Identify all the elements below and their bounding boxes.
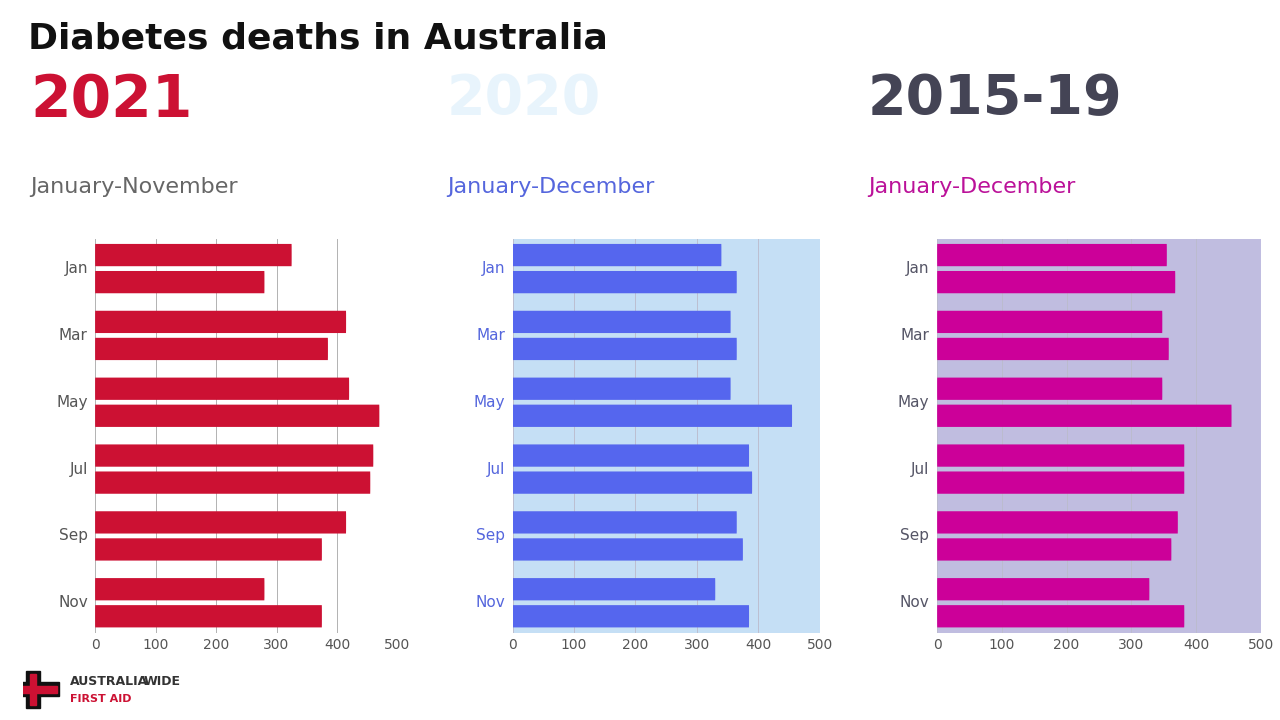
Text: January-November: January-November: [31, 177, 238, 197]
Bar: [26, 671, 41, 708]
Text: Diabetes deaths in Australia: Diabetes deaths in Australia: [28, 22, 608, 55]
Bar: [20, 685, 56, 693]
Text: 2015-19: 2015-19: [868, 73, 1123, 127]
Text: WIDE: WIDE: [143, 675, 180, 688]
Bar: [15, 683, 59, 696]
Text: January-December: January-December: [447, 177, 654, 197]
Text: FIRST AID: FIRST AID: [70, 694, 132, 703]
Text: 2020: 2020: [447, 73, 602, 127]
Text: 2021: 2021: [31, 73, 193, 130]
Text: January-December: January-December: [868, 177, 1075, 197]
Text: AUSTRALIA: AUSTRALIA: [70, 675, 148, 688]
Bar: [31, 674, 36, 705]
